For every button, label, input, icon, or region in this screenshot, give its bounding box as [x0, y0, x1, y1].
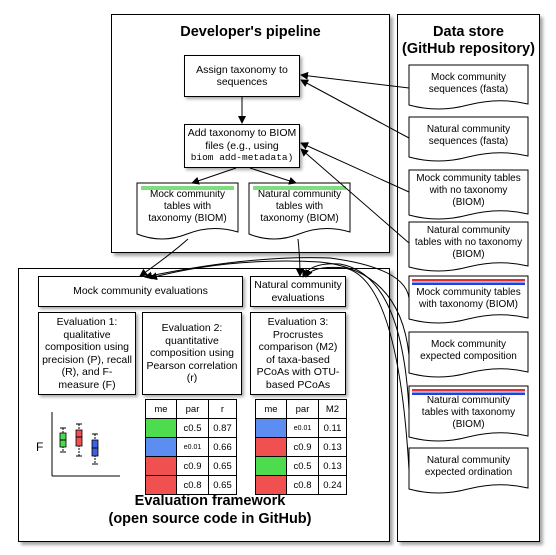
boxplot-blue [91, 433, 99, 465]
store-mock-expected-doc: Mock community expected composition [409, 332, 528, 378]
table-header-cell: me [255, 399, 287, 419]
method-color-cell [255, 456, 287, 476]
data-store-title-line2: (GitHub repository) [402, 41, 535, 57]
table-row: c0.8 0.65 [145, 475, 237, 495]
store-mock-with-taxonomy-label: Mock community tables with taxonomy (BIO… [416, 287, 521, 310]
table-header-row: me par M2 [255, 399, 347, 419]
store-natural-ordination-label: Natural community expected ordination [424, 455, 513, 478]
table-header-cell: M2 [318, 399, 347, 419]
method-color-cell [145, 437, 177, 457]
store-mock-expected-label: Mock community expected composition [420, 339, 517, 362]
evaluation-3-box: Evaluation 3: Procrustes comparison (M2)… [250, 312, 346, 395]
table-row: c0.9 0.65 [145, 456, 237, 476]
store-natural-with-taxonomy-label: Natural community tables with taxonomy (… [421, 395, 516, 430]
table-header-cell: r [208, 399, 237, 419]
add-taxonomy-box: Add taxonomy to BIOM files (e.g., using … [184, 124, 300, 168]
store-natural-no-taxonomy-label: Natural community tables with no taxonom… [414, 225, 523, 260]
boxplot-green [59, 427, 67, 453]
evaluation-framework-title: Evaluation framework (open source code i… [60, 492, 360, 528]
add-taxonomy-label: Add taxonomy to BIOM files (e.g., using [187, 127, 297, 152]
table-row: e0.01 0.66 [145, 437, 237, 457]
store-mock-no-taxonomy-doc: Mock community tables with no taxonomy (… [409, 170, 528, 220]
table-row: c0.5 0.13 [255, 456, 347, 476]
parameter-cell: e0.01 [286, 418, 319, 438]
method-color-cell [145, 456, 177, 476]
evaluation-framework-title-line1: Evaluation framework [134, 493, 286, 509]
mock-evaluations-label: Mock community evaluations [73, 285, 208, 298]
table-header-row: me par r [145, 399, 237, 419]
parameter-cell: c0.5 [176, 418, 209, 438]
developers-pipeline-title: Developer's pipeline [180, 24, 321, 40]
value-cell: 0.11 [318, 418, 347, 438]
pipeline-natural-tables-doc: Natural community tables with taxonomy (… [249, 183, 350, 239]
method-color-cell [145, 475, 177, 495]
pipeline-mock-tables-label: Mock community tables with taxonomy (BIO… [148, 189, 227, 224]
value-cell: 0.65 [208, 456, 237, 476]
pipeline-natural-tables-label: Natural community tables with taxonomy (… [257, 189, 342, 224]
assign-taxonomy-box: Assign taxonomy to sequences [184, 55, 300, 97]
store-natural-sequences-label: Natural community sequences (fasta) [426, 123, 511, 147]
store-mock-sequences-doc: Mock community sequences (fasta) [409, 65, 528, 110]
store-mock-no-taxonomy-label: Mock community tables with no taxonomy (… [416, 173, 521, 208]
parameter-cell: c0.9 [176, 456, 209, 476]
table-row: c0.5 0.87 [145, 418, 237, 438]
method-color-cell [255, 475, 287, 495]
boxplot-y-label: F [36, 440, 44, 454]
f-measure-boxplot: F [34, 404, 124, 484]
evaluation-1-label: Evaluation 1: qualitative composition us… [42, 316, 132, 391]
evaluation-3-label: Evaluation 3: Procrustes comparison (M2)… [256, 316, 340, 391]
value-cell: 0.65 [208, 475, 237, 495]
evaluation-2-label: Evaluation 2: quantitative composition u… [146, 322, 238, 385]
boxplot-svg [51, 412, 120, 477]
evaluation-framework-title-line2: (open source code in GitHub) [108, 511, 312, 527]
evaluation-1-box: Evaluation 1: qualitative composition us… [38, 312, 136, 395]
parameter-cell: c0.9 [286, 437, 319, 457]
natural-evaluations-header: Natural community evaluations [250, 276, 346, 307]
store-natural-with-taxonomy-doc: Natural community tables with taxonomy (… [409, 386, 528, 442]
table-header-cell: me [145, 399, 177, 419]
method-color-cell [145, 418, 177, 438]
mock-evaluations-header: Mock community evaluations [38, 276, 243, 307]
parameter-cell: c0.8 [286, 475, 319, 495]
store-mock-sequences-label: Mock community sequences (fasta) [428, 71, 509, 95]
table-header-cell: par [176, 399, 209, 419]
add-taxonomy-command: biom add-metadata) [190, 152, 294, 164]
natural-evaluations-label: Natural community evaluations [254, 279, 342, 304]
data-store-title: Data store (GitHub repository) [398, 24, 539, 58]
table-row: c0.8 0.24 [255, 475, 347, 495]
store-natural-sequences-doc: Natural community sequences (fasta) [409, 117, 528, 162]
boxplot-red [75, 423, 83, 457]
value-cell: 0.13 [318, 456, 347, 476]
value-cell: 0.87 [208, 418, 237, 438]
store-mock-with-taxonomy-doc: Mock community tables with taxonomy (BIO… [409, 276, 528, 324]
parameter-cell: c0.5 [286, 456, 319, 476]
data-store-title-line1: Data store [433, 24, 504, 40]
pearson-results-table: me par r c0.5 0.87 e0.01 0.66 c0.9 0.65 … [145, 399, 237, 495]
table-header-cell: par [286, 399, 319, 419]
store-natural-ordination-doc: Natural community expected ordination [409, 448, 528, 494]
table-row: c0.9 0.13 [255, 437, 347, 457]
parameter-cell: e0.01 [176, 437, 209, 457]
value-cell: 0.13 [318, 437, 347, 457]
store-natural-no-taxonomy-doc: Natural community tables with no taxonom… [409, 222, 528, 272]
value-cell: 0.66 [208, 437, 237, 457]
evaluation-2-box: Evaluation 2: quantitative composition u… [142, 312, 242, 395]
method-color-cell [255, 437, 287, 457]
method-color-cell [255, 418, 287, 438]
value-cell: 0.24 [318, 475, 347, 495]
assign-taxonomy-label: Assign taxonomy to sequences [196, 63, 288, 89]
procrustes-results-table: me par M2 e0.01 0.11 c0.9 0.13 c0.5 0.13… [255, 399, 347, 495]
table-row: e0.01 0.11 [255, 418, 347, 438]
pipeline-mock-tables-doc: Mock community tables with taxonomy (BIO… [137, 183, 238, 239]
